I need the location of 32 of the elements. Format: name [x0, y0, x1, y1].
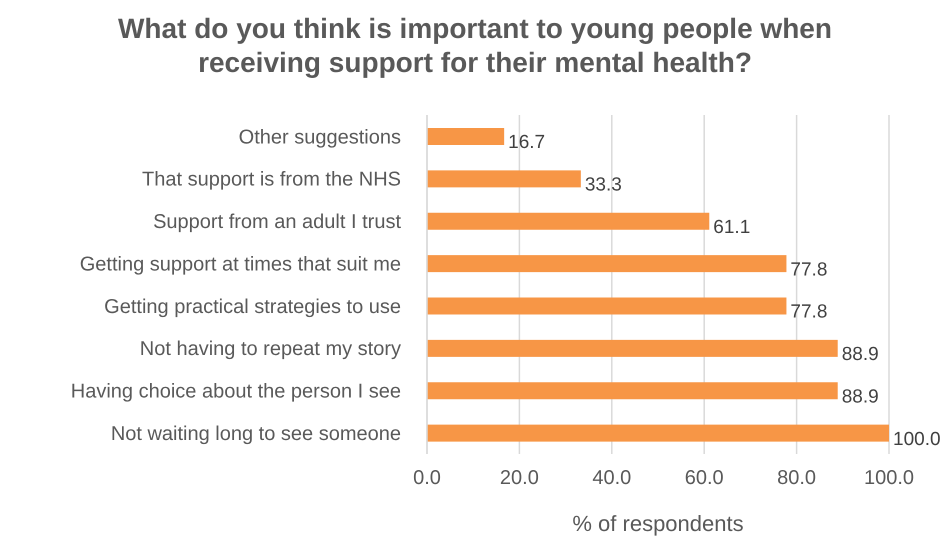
chart-title: What do you think is important to young people when receiving support for their mental health?	[117, 12, 833, 80]
data-label: 100.0	[893, 428, 941, 450]
data-label: 77.8	[790, 259, 828, 280]
x-tick-label: 20.0	[500, 467, 539, 490]
y-tick-label: Support from an adult I trust	[153, 211, 402, 234]
y-tick-label: Other suggestions	[238, 126, 401, 148]
x-axis-title: % of respondents	[572, 511, 744, 536]
x-tick-label: 40.0	[592, 467, 632, 490]
y-tick-label: Not waiting long to see someone	[110, 422, 401, 445]
bar	[427, 255, 786, 272]
x-tick-label: 80.0	[777, 467, 816, 490]
bar	[427, 170, 581, 188]
bar	[427, 424, 889, 442]
bar	[427, 128, 504, 145]
data-label: 88.9	[842, 386, 879, 408]
x-tick-label: 100.0	[864, 467, 914, 490]
y-tick-label: Having choice about the person I see	[70, 380, 401, 403]
data-label: 77.8	[790, 302, 828, 323]
y-tick-label: Getting support at times that suit me	[80, 253, 401, 276]
bar	[427, 298, 786, 314]
x-tick-label: 0.0	[413, 467, 441, 490]
bar	[427, 340, 838, 357]
data-label: 61.1	[713, 216, 750, 238]
x-tick-label: 60.0	[684, 467, 724, 490]
bar	[427, 212, 710, 230]
bar	[427, 382, 838, 400]
y-tick-label: Not having to repeat my story	[140, 338, 401, 360]
data-label: 88.9	[842, 344, 879, 366]
y-tick-label: That support is from the NHS	[142, 168, 401, 191]
data-label: 16.7	[508, 132, 546, 154]
data-label: 33.3	[584, 174, 622, 196]
y-tick-label: Getting practical strategies to use	[104, 296, 401, 318]
